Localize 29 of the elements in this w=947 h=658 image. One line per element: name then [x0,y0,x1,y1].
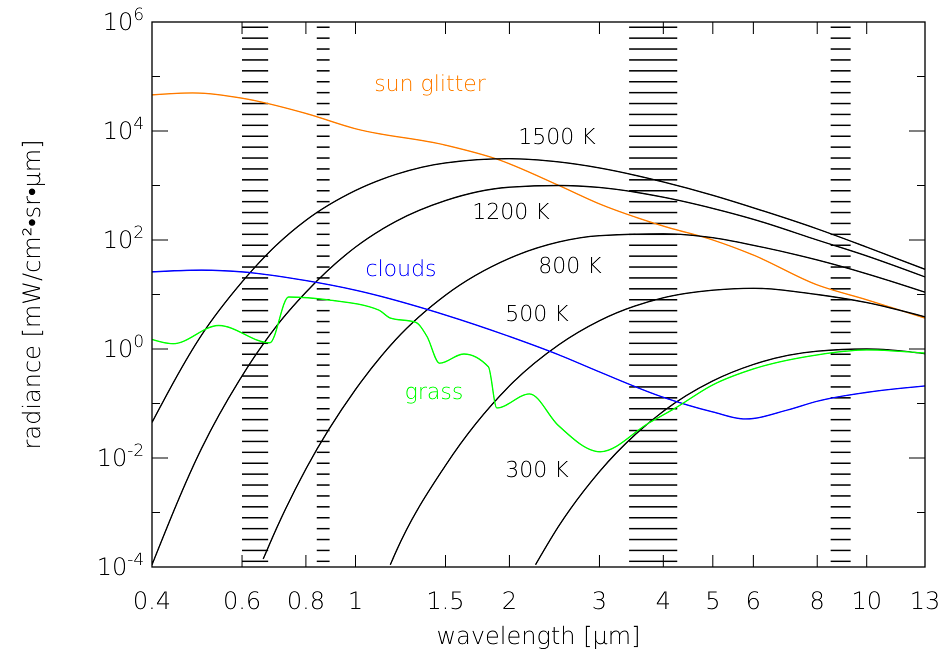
series-label: 500 K [505,302,570,328]
x-tick-label: 0.6 [222,587,262,615]
x-tick-label: 1 [348,587,364,615]
x-tick-label: 10 [851,587,882,615]
y-axis-title: radiance [mW/cm²•sr•µm] [18,140,46,450]
series-label: clouds [365,257,437,282]
x-tick-label: 0.4 [132,587,172,615]
series-label: 300 K [505,458,570,484]
x-tick-label: 3 [592,587,608,615]
x-tick-label: 6 [746,587,761,615]
x-tick-label: 4 [656,587,671,615]
x-axis-title: wavelength [µm] [436,622,640,650]
series-label: grass [404,380,464,406]
y-tick-label: 10$^{4}$ [102,113,144,145]
series-label: 1500 K [518,125,596,150]
x-tick-label: 8 [810,587,825,615]
y-tick-label: 10$^{0}$ [102,331,144,363]
series-label: 800 K [538,254,602,280]
y-tick-label: 10$^{6}$ [102,4,144,36]
x-tick-label: 5 [705,587,720,615]
series-label: 1200 K [472,200,550,226]
series-label: sun glitter [374,72,487,98]
x-tick-label: 0.8 [286,587,325,615]
x-tick-label: 13 [910,587,940,615]
x-tick-label: 2 [502,587,518,615]
y-tick-label: 10$^{-2}$ [96,440,144,472]
x-tick-label: 1.5 [426,587,465,615]
y-tick-label: 10$^{2}$ [102,222,144,254]
y-tick-label: 10$^{-4}$ [96,549,144,581]
